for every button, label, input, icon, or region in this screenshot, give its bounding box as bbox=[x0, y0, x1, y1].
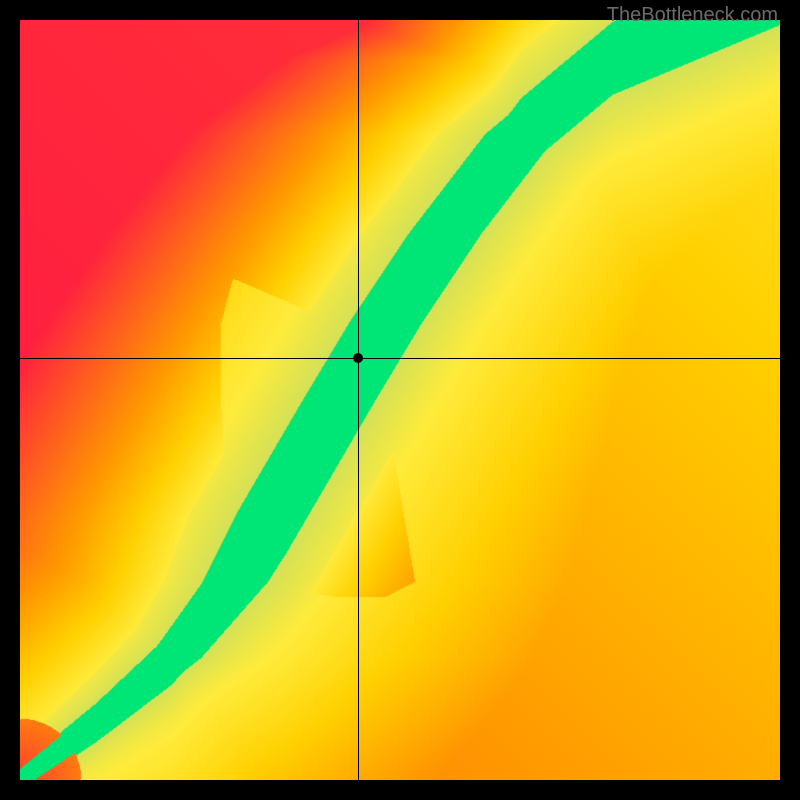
marker-dot bbox=[353, 353, 363, 363]
heatmap-canvas bbox=[20, 20, 780, 780]
plot-area bbox=[20, 20, 780, 780]
crosshair-horizontal bbox=[20, 358, 780, 359]
crosshair-vertical bbox=[358, 20, 359, 780]
watermark-text: TheBottleneck.com bbox=[607, 4, 778, 27]
chart-container: TheBottleneck.com bbox=[0, 0, 800, 800]
